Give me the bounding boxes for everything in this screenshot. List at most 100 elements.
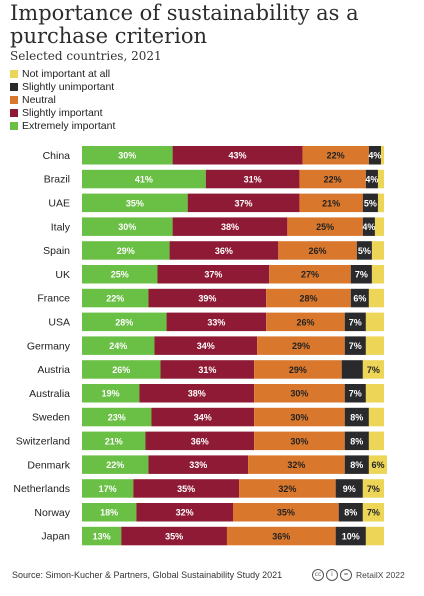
category-label: Japan [41, 531, 70, 543]
legend-label: Slightly unimportant [22, 80, 115, 93]
bar-segment [82, 241, 170, 260]
bar-segment [344, 431, 369, 451]
legend-swatch [10, 69, 18, 78]
data-label: 29% [117, 246, 135, 256]
bar-segment [166, 312, 267, 332]
bar-segment [254, 431, 345, 451]
bar-segment [82, 312, 167, 332]
data-label: 18% [100, 508, 118, 518]
data-label: 6% [371, 460, 384, 470]
data-label: 38% [188, 389, 206, 399]
category-label: UAE [48, 197, 70, 209]
bar-segment [335, 479, 363, 498]
bar-segment [365, 336, 384, 355]
data-label: 35% [277, 508, 295, 518]
data-label: 30% [118, 151, 136, 161]
category-label: Sweden [32, 412, 70, 424]
bar-segment [365, 384, 384, 403]
bar-segment [205, 169, 300, 189]
data-label: 4% [365, 174, 378, 184]
bar-segment [239, 479, 336, 498]
bar-segment [299, 193, 363, 213]
data-label: 36% [191, 436, 209, 446]
bar-segment [151, 407, 255, 427]
bar-segment [365, 312, 384, 332]
data-label: 37% [235, 198, 253, 208]
category-label: France [37, 293, 70, 305]
bar-segment [344, 455, 369, 474]
legend-item: Neutral [10, 93, 115, 106]
bar-segment [169, 241, 279, 260]
data-label: 8% [350, 436, 363, 446]
legend-swatch [10, 82, 18, 91]
data-label: 26% [296, 317, 314, 327]
bar-segment [187, 193, 300, 213]
bar-segment [344, 312, 366, 332]
data-label: 37% [204, 270, 222, 280]
bar-segment [299, 169, 366, 189]
category-label: Denmark [27, 459, 70, 471]
legend-label: Extremely important [22, 120, 116, 133]
data-label: 38% [221, 222, 239, 232]
data-label: 35% [177, 484, 195, 494]
data-label: 22% [106, 460, 124, 470]
data-label: 21% [322, 198, 340, 208]
data-label: 9% [343, 484, 356, 494]
bar-segment [380, 146, 384, 165]
bar-segment [302, 146, 369, 165]
bar-segment [136, 503, 233, 522]
bar-segment [254, 360, 342, 379]
category-label: China [43, 150, 71, 162]
data-label: 41% [135, 174, 153, 184]
data-label: 23% [108, 412, 126, 422]
legend-label: Neutral [22, 93, 56, 106]
category-label: Germany [27, 340, 71, 352]
bar-segment [371, 241, 384, 260]
bar-segment [350, 288, 369, 308]
bar-segment [254, 407, 345, 427]
legend-item: Slightly unimportant [10, 80, 115, 93]
data-label: 35% [165, 531, 183, 541]
data-label: 25% [316, 222, 334, 232]
category-label: Austria [37, 364, 70, 376]
data-label: 28% [115, 317, 133, 327]
bar-segment [82, 288, 149, 308]
data-label: 8% [350, 460, 363, 470]
data-label: 25% [111, 270, 129, 280]
brand-label: RetailX 2022 [356, 570, 405, 580]
category-label: Switzerland [16, 435, 70, 447]
data-label: 30% [290, 389, 308, 399]
data-label: 8% [344, 508, 357, 518]
data-label: 29% [289, 365, 307, 375]
data-label: 5% [358, 246, 371, 256]
data-label: 22% [106, 293, 124, 303]
legend-item: Not important at all [10, 67, 115, 80]
bar-segment [133, 479, 240, 498]
by-icon: i [326, 569, 338, 581]
bar-segment [82, 265, 158, 284]
bar-segment [145, 431, 255, 451]
bar-segment [257, 336, 345, 355]
data-label: 43% [229, 151, 247, 161]
legend-label: Not important at all [22, 67, 111, 80]
data-label: 22% [324, 174, 342, 184]
data-label: 31% [198, 365, 216, 375]
bar-segment [344, 384, 366, 403]
data-label: 34% [194, 412, 212, 422]
data-label: 26% [309, 246, 327, 256]
legend-swatch [10, 122, 18, 131]
bar-segment [368, 455, 388, 474]
data-label: 24% [109, 341, 127, 351]
data-label: 28% [299, 293, 317, 303]
bar-segment [154, 336, 258, 355]
bar-segment [365, 169, 378, 189]
bar-segment [368, 288, 384, 308]
data-label: 36% [215, 246, 233, 256]
category-label: Italy [51, 221, 71, 233]
cc-icon: cc [312, 569, 324, 581]
legend-swatch [10, 109, 18, 118]
legend-swatch [10, 95, 18, 104]
category-label: Brazil [44, 174, 70, 186]
data-label: 32% [278, 484, 296, 494]
